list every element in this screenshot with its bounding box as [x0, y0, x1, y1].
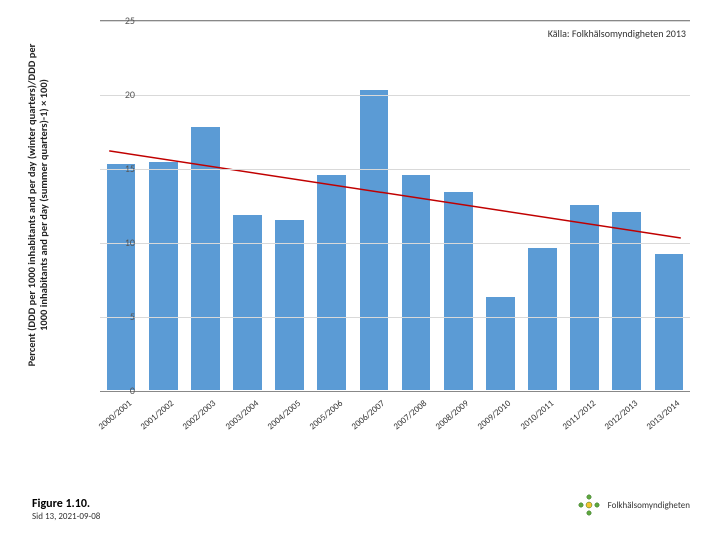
- crown-icon: [576, 492, 602, 518]
- y-tick-label: 5: [105, 310, 135, 323]
- bar: [107, 164, 136, 390]
- bar: [612, 212, 641, 390]
- bars-layer: [100, 21, 690, 390]
- grid-line: [100, 243, 690, 244]
- agency-logo: Folkhälsomyndigheten: [576, 492, 690, 518]
- agency-name: Folkhälsomyndigheten: [608, 500, 690, 511]
- y-tick-label: 20: [105, 88, 135, 101]
- bar: [444, 192, 473, 390]
- bar: [486, 297, 515, 390]
- y-axis-title-line1: Percent (DDD per 1000 inhabitants and pe…: [25, 44, 38, 367]
- y-axis-title-line2: 1000 inhabitants and per day (summer qua…: [37, 79, 50, 331]
- grid-line: [100, 21, 690, 22]
- y-tick-label: 10: [105, 236, 135, 249]
- bar: [402, 175, 431, 390]
- figure-title: Figure 1.10.: [32, 497, 100, 511]
- chart-area: Percent (DDD per 1000 inhabitants and pe…: [60, 20, 690, 440]
- y-tick-label: 15: [105, 162, 135, 175]
- bar: [317, 175, 346, 390]
- bar: [570, 205, 599, 390]
- bar: [233, 215, 262, 390]
- bar: [528, 248, 557, 390]
- y-tick-label: 25: [105, 14, 135, 27]
- footer: Figure 1.10. Sid 13, 2021-09-08: [32, 497, 100, 522]
- grid-line: [100, 169, 690, 170]
- figure-subtitle: Sid 13, 2021-09-08: [32, 511, 100, 522]
- bar: [655, 254, 684, 390]
- grid-line: [100, 95, 690, 96]
- bar: [360, 90, 389, 390]
- grid-line: [100, 317, 690, 318]
- page: Percent (DDD per 1000 inhabitants and pe…: [0, 0, 720, 540]
- y-axis-title: Percent (DDD per 1000 inhabitants and pe…: [26, 20, 50, 390]
- bar: [275, 220, 304, 390]
- plot-region: Källa: Folkhälsomyndigheten 2013: [100, 20, 690, 390]
- bar: [191, 127, 220, 390]
- x-labels: 2000/20012001/20022002/20032003/20042004…: [100, 392, 690, 440]
- bar: [149, 162, 178, 390]
- y-tick-label: 0: [105, 384, 135, 397]
